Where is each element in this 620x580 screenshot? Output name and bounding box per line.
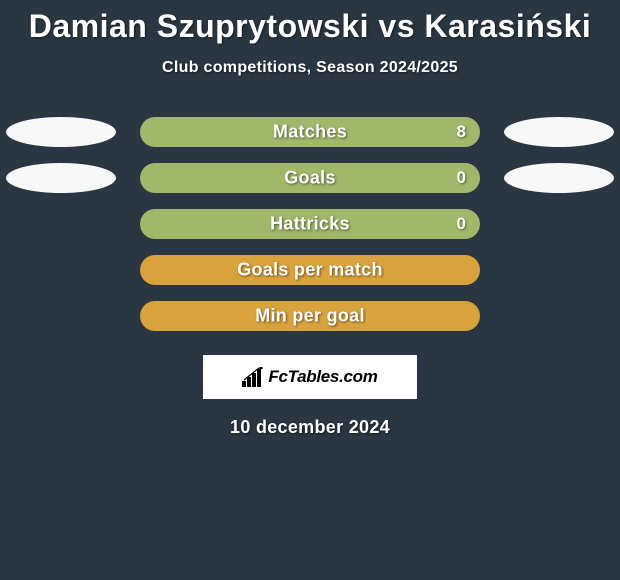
page-title: Damian Szuprytowski vs Karasiński <box>0 0 620 45</box>
stat-row: Goals0 <box>0 161 620 207</box>
stat-label: Goals per match <box>140 260 480 281</box>
date-label: 10 december 2024 <box>0 417 620 438</box>
stat-row: Hattricks0 <box>0 207 620 253</box>
stat-label: Matches <box>140 122 480 143</box>
logo-box: FcTables.com <box>203 355 417 399</box>
stat-value: 8 <box>457 122 466 142</box>
player-left-ellipse <box>6 163 116 193</box>
stat-bar: Goals0 <box>140 163 480 193</box>
stat-bar: Min per goal <box>140 301 480 331</box>
stat-row: Goals per match <box>0 253 620 299</box>
player-left-ellipse <box>6 117 116 147</box>
stats-rows: Matches8Goals0Hattricks0Goals per matchM… <box>0 115 620 345</box>
stat-bar: Goals per match <box>140 255 480 285</box>
player-right-ellipse <box>504 117 614 147</box>
stat-value: 0 <box>457 168 466 188</box>
stat-label: Goals <box>140 168 480 189</box>
stat-label: Min per goal <box>140 306 480 327</box>
logo-text: FcTables.com <box>268 367 377 387</box>
subtitle: Club competitions, Season 2024/2025 <box>0 59 620 77</box>
stat-value: 0 <box>457 214 466 234</box>
stat-bar: Hattricks0 <box>140 209 480 239</box>
stat-row: Min per goal <box>0 299 620 345</box>
stat-label: Hattricks <box>140 214 480 235</box>
bar-chart-icon <box>242 367 264 387</box>
player-right-ellipse <box>504 163 614 193</box>
stat-row: Matches8 <box>0 115 620 161</box>
brand-logo: FcTables.com <box>242 367 377 387</box>
stat-bar: Matches8 <box>140 117 480 147</box>
